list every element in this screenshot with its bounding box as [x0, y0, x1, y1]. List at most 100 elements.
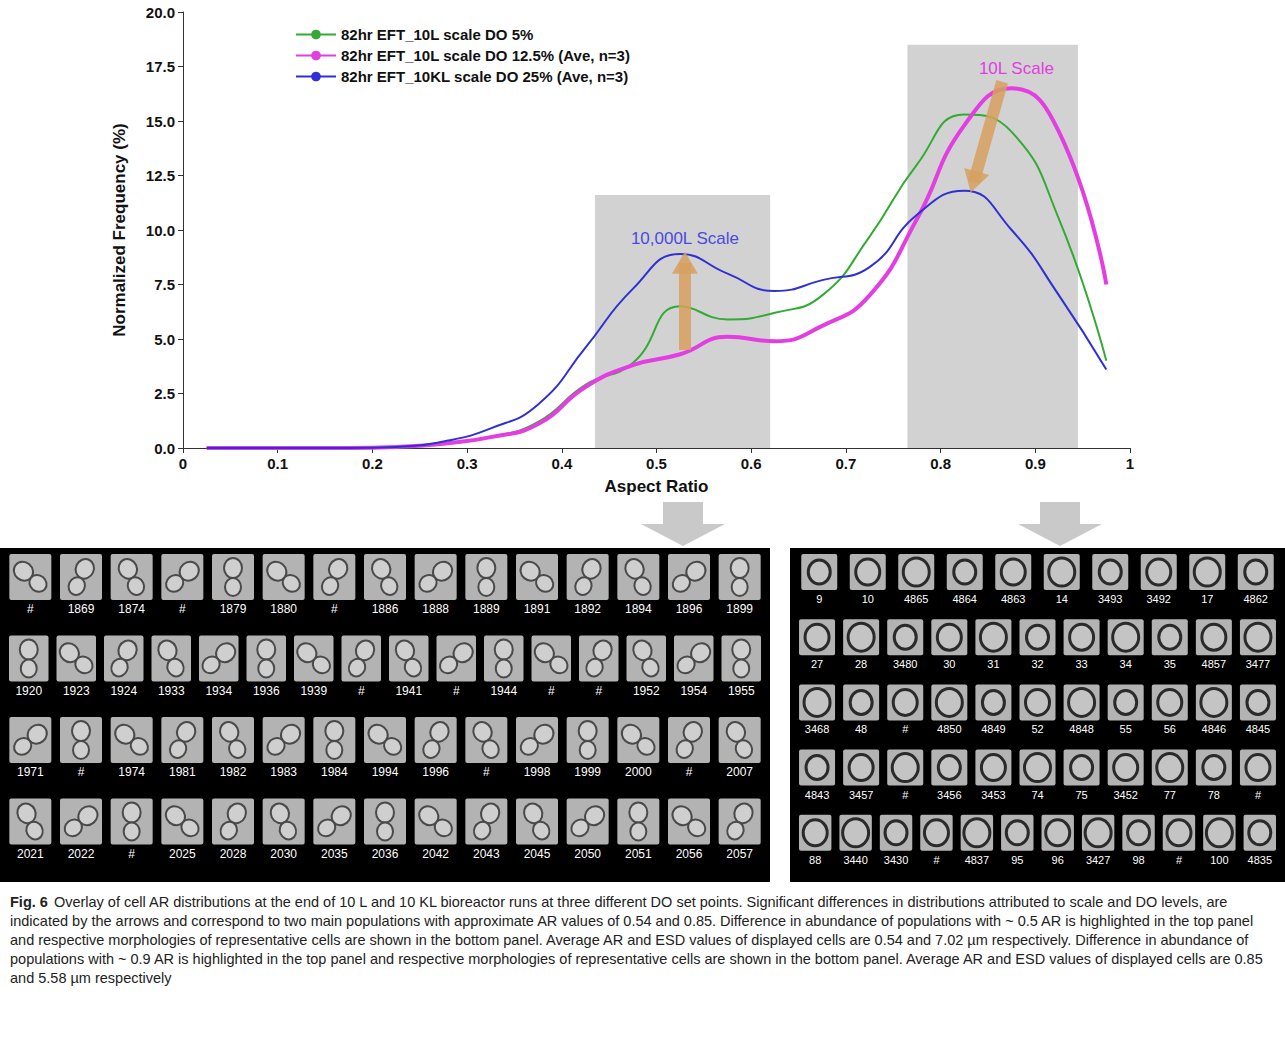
svg-text:2030: 2030	[270, 847, 297, 861]
svg-text:1981: 1981	[169, 765, 196, 779]
svg-text:#: #	[453, 684, 460, 698]
svg-text:2035: 2035	[321, 847, 348, 861]
svg-text:1998: 1998	[524, 765, 551, 779]
svg-text:1879: 1879	[220, 602, 247, 616]
svg-text:1933: 1933	[158, 684, 185, 698]
svg-text:3440: 3440	[843, 854, 867, 866]
svg-text:0.2: 0.2	[362, 455, 383, 472]
svg-text:#: #	[128, 847, 135, 861]
svg-text:#: #	[548, 684, 555, 698]
svg-text:77: 77	[1164, 789, 1176, 801]
svg-text:17: 17	[1201, 593, 1213, 605]
svg-text:1899: 1899	[726, 602, 753, 616]
svg-text:74: 74	[1031, 789, 1043, 801]
svg-text:1982: 1982	[220, 765, 247, 779]
svg-text:2025: 2025	[169, 847, 196, 861]
svg-text:4850: 4850	[937, 723, 961, 735]
svg-text:4863: 4863	[1001, 593, 1025, 605]
svg-text:3452: 3452	[1113, 789, 1137, 801]
svg-text:0.1: 0.1	[267, 455, 288, 472]
svg-text:2042: 2042	[422, 847, 449, 861]
svg-text:98: 98	[1132, 854, 1144, 866]
svg-text:35: 35	[1164, 658, 1176, 670]
svg-text:28: 28	[855, 658, 867, 670]
svg-text:7.5: 7.5	[154, 276, 175, 293]
svg-text:4835: 4835	[1248, 854, 1272, 866]
svg-text:#: #	[902, 789, 909, 801]
svg-text:2045: 2045	[524, 847, 551, 861]
svg-text:#: #	[483, 765, 490, 779]
svg-text:32: 32	[1031, 658, 1043, 670]
svg-text:2.5: 2.5	[154, 385, 175, 402]
svg-text:0.7: 0.7	[835, 455, 856, 472]
svg-text:2000: 2000	[625, 765, 652, 779]
svg-text:1923: 1923	[63, 684, 90, 698]
svg-text:27: 27	[811, 658, 823, 670]
svg-text:2050: 2050	[574, 847, 601, 861]
svg-text:1892: 1892	[574, 602, 601, 616]
svg-text:1924: 1924	[110, 684, 137, 698]
svg-text:3430: 3430	[884, 854, 908, 866]
svg-text:1869: 1869	[68, 602, 95, 616]
svg-text:#: #	[179, 602, 186, 616]
svg-text:52: 52	[1031, 723, 1043, 735]
svg-text:3492: 3492	[1147, 593, 1171, 605]
svg-text:1889: 1889	[473, 602, 500, 616]
svg-text:Normalized Frequency (%): Normalized Frequency (%)	[110, 123, 129, 337]
svg-text:4845: 4845	[1246, 723, 1270, 735]
svg-text:78: 78	[1208, 789, 1220, 801]
svg-text:2028: 2028	[220, 847, 247, 861]
svg-text:4849: 4849	[981, 723, 1005, 735]
svg-text:#: #	[933, 854, 940, 866]
svg-text:9: 9	[816, 593, 822, 605]
svg-text:20.0: 20.0	[146, 4, 175, 21]
svg-text:#: #	[27, 602, 34, 616]
svg-text:#: #	[902, 723, 909, 735]
svg-text:0.5: 0.5	[646, 455, 667, 472]
svg-text:0.3: 0.3	[457, 455, 478, 472]
svg-text:10.0: 10.0	[146, 222, 175, 239]
svg-text:96: 96	[1052, 854, 1064, 866]
svg-text:1984: 1984	[321, 765, 348, 779]
svg-text:1896: 1896	[676, 602, 703, 616]
svg-text:1934: 1934	[205, 684, 232, 698]
svg-text:1888: 1888	[422, 602, 449, 616]
svg-text:#: #	[686, 765, 693, 779]
svg-text:1999: 1999	[574, 765, 601, 779]
svg-text:4837: 4837	[965, 854, 989, 866]
svg-text:15.0: 15.0	[146, 113, 175, 130]
svg-text:3427: 3427	[1086, 854, 1110, 866]
svg-text:4864: 4864	[953, 593, 977, 605]
svg-text:3456: 3456	[937, 789, 961, 801]
svg-text:1880: 1880	[270, 602, 297, 616]
svg-text:#: #	[358, 684, 365, 698]
svg-text:12.5: 12.5	[146, 167, 175, 184]
svg-text:1955: 1955	[728, 684, 755, 698]
svg-text:Aspect Ratio: Aspect Ratio	[605, 477, 709, 496]
svg-text:0.6: 0.6	[741, 455, 762, 472]
svg-text:10: 10	[862, 593, 874, 605]
svg-text:4862: 4862	[1244, 593, 1268, 605]
svg-text:#: #	[1255, 789, 1262, 801]
svg-text:1886: 1886	[372, 602, 399, 616]
svg-text:#: #	[331, 602, 338, 616]
svg-text:17.5: 17.5	[146, 58, 175, 75]
svg-text:2043: 2043	[473, 847, 500, 861]
svg-text:0: 0	[179, 455, 187, 472]
svg-text:75: 75	[1075, 789, 1087, 801]
svg-text:1: 1	[1126, 455, 1134, 472]
svg-text:5.0: 5.0	[154, 331, 175, 348]
svg-text:1952: 1952	[633, 684, 660, 698]
svg-text:1974: 1974	[118, 765, 145, 779]
svg-text:3457: 3457	[849, 789, 873, 801]
svg-text:#: #	[1176, 854, 1183, 866]
svg-text:95: 95	[1011, 854, 1023, 866]
svg-text:56: 56	[1164, 723, 1176, 735]
svg-text:1894: 1894	[625, 602, 652, 616]
svg-text:1891: 1891	[524, 602, 551, 616]
svg-text:3468: 3468	[805, 723, 829, 735]
svg-text:1944: 1944	[490, 684, 517, 698]
svg-text:1954: 1954	[680, 684, 707, 698]
svg-text:88: 88	[809, 854, 821, 866]
svg-text:2036: 2036	[372, 847, 399, 861]
